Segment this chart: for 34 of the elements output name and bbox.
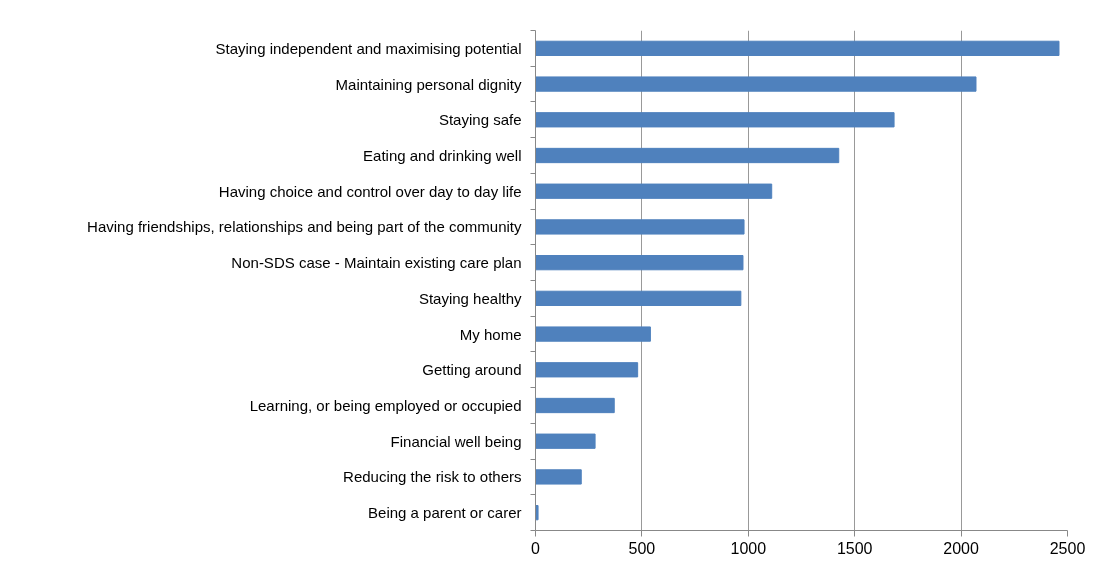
y-tick-label: Financial well being (390, 432, 522, 450)
y-tick-label: Eating and drinking well (363, 147, 522, 164)
bar (535, 112, 895, 128)
bar (535, 326, 651, 342)
x-tick-label: 2500 (1049, 539, 1086, 557)
bar (535, 76, 977, 92)
bar (535, 290, 742, 306)
x-tick-label: 0 (531, 539, 541, 557)
bar (535, 147, 840, 164)
bar (535, 397, 615, 414)
bar (535, 255, 744, 271)
y-tick-label: Having choice and control over day to day life (218, 182, 522, 200)
x-tick-label: 2000 (943, 539, 979, 557)
y-tick-label: Being a parent or carer (368, 504, 522, 522)
y-tick-label: My home (459, 325, 522, 343)
y-tick-label: Non-SDS case - Maintain existing care plan (231, 254, 522, 272)
bar (535, 362, 639, 378)
y-tick-label: Reducing the risk to others (343, 468, 522, 486)
bar (535, 219, 745, 235)
y-tick-label: Learning, or being employed or occupied (249, 397, 522, 414)
x-tick-label: 1500 (836, 539, 873, 557)
bar (535, 433, 596, 449)
bar (535, 505, 539, 521)
x-tick-label: 500 (628, 539, 656, 557)
bar (535, 40, 1060, 56)
bar (535, 183, 773, 199)
y-tick-label: Getting around (422, 361, 522, 379)
y-tick-label: Staying safe (438, 111, 522, 129)
x-tick-label: 1000 (730, 539, 767, 557)
y-tick-label: Having friendships, relationships and being part of the community (87, 218, 522, 236)
y-tick-label: Maintaining personal dignity (335, 75, 522, 93)
y-tick-label: Staying healthy (418, 289, 522, 307)
y-tick-label: Staying independent and maximising potential (215, 39, 522, 57)
bar (535, 469, 582, 485)
